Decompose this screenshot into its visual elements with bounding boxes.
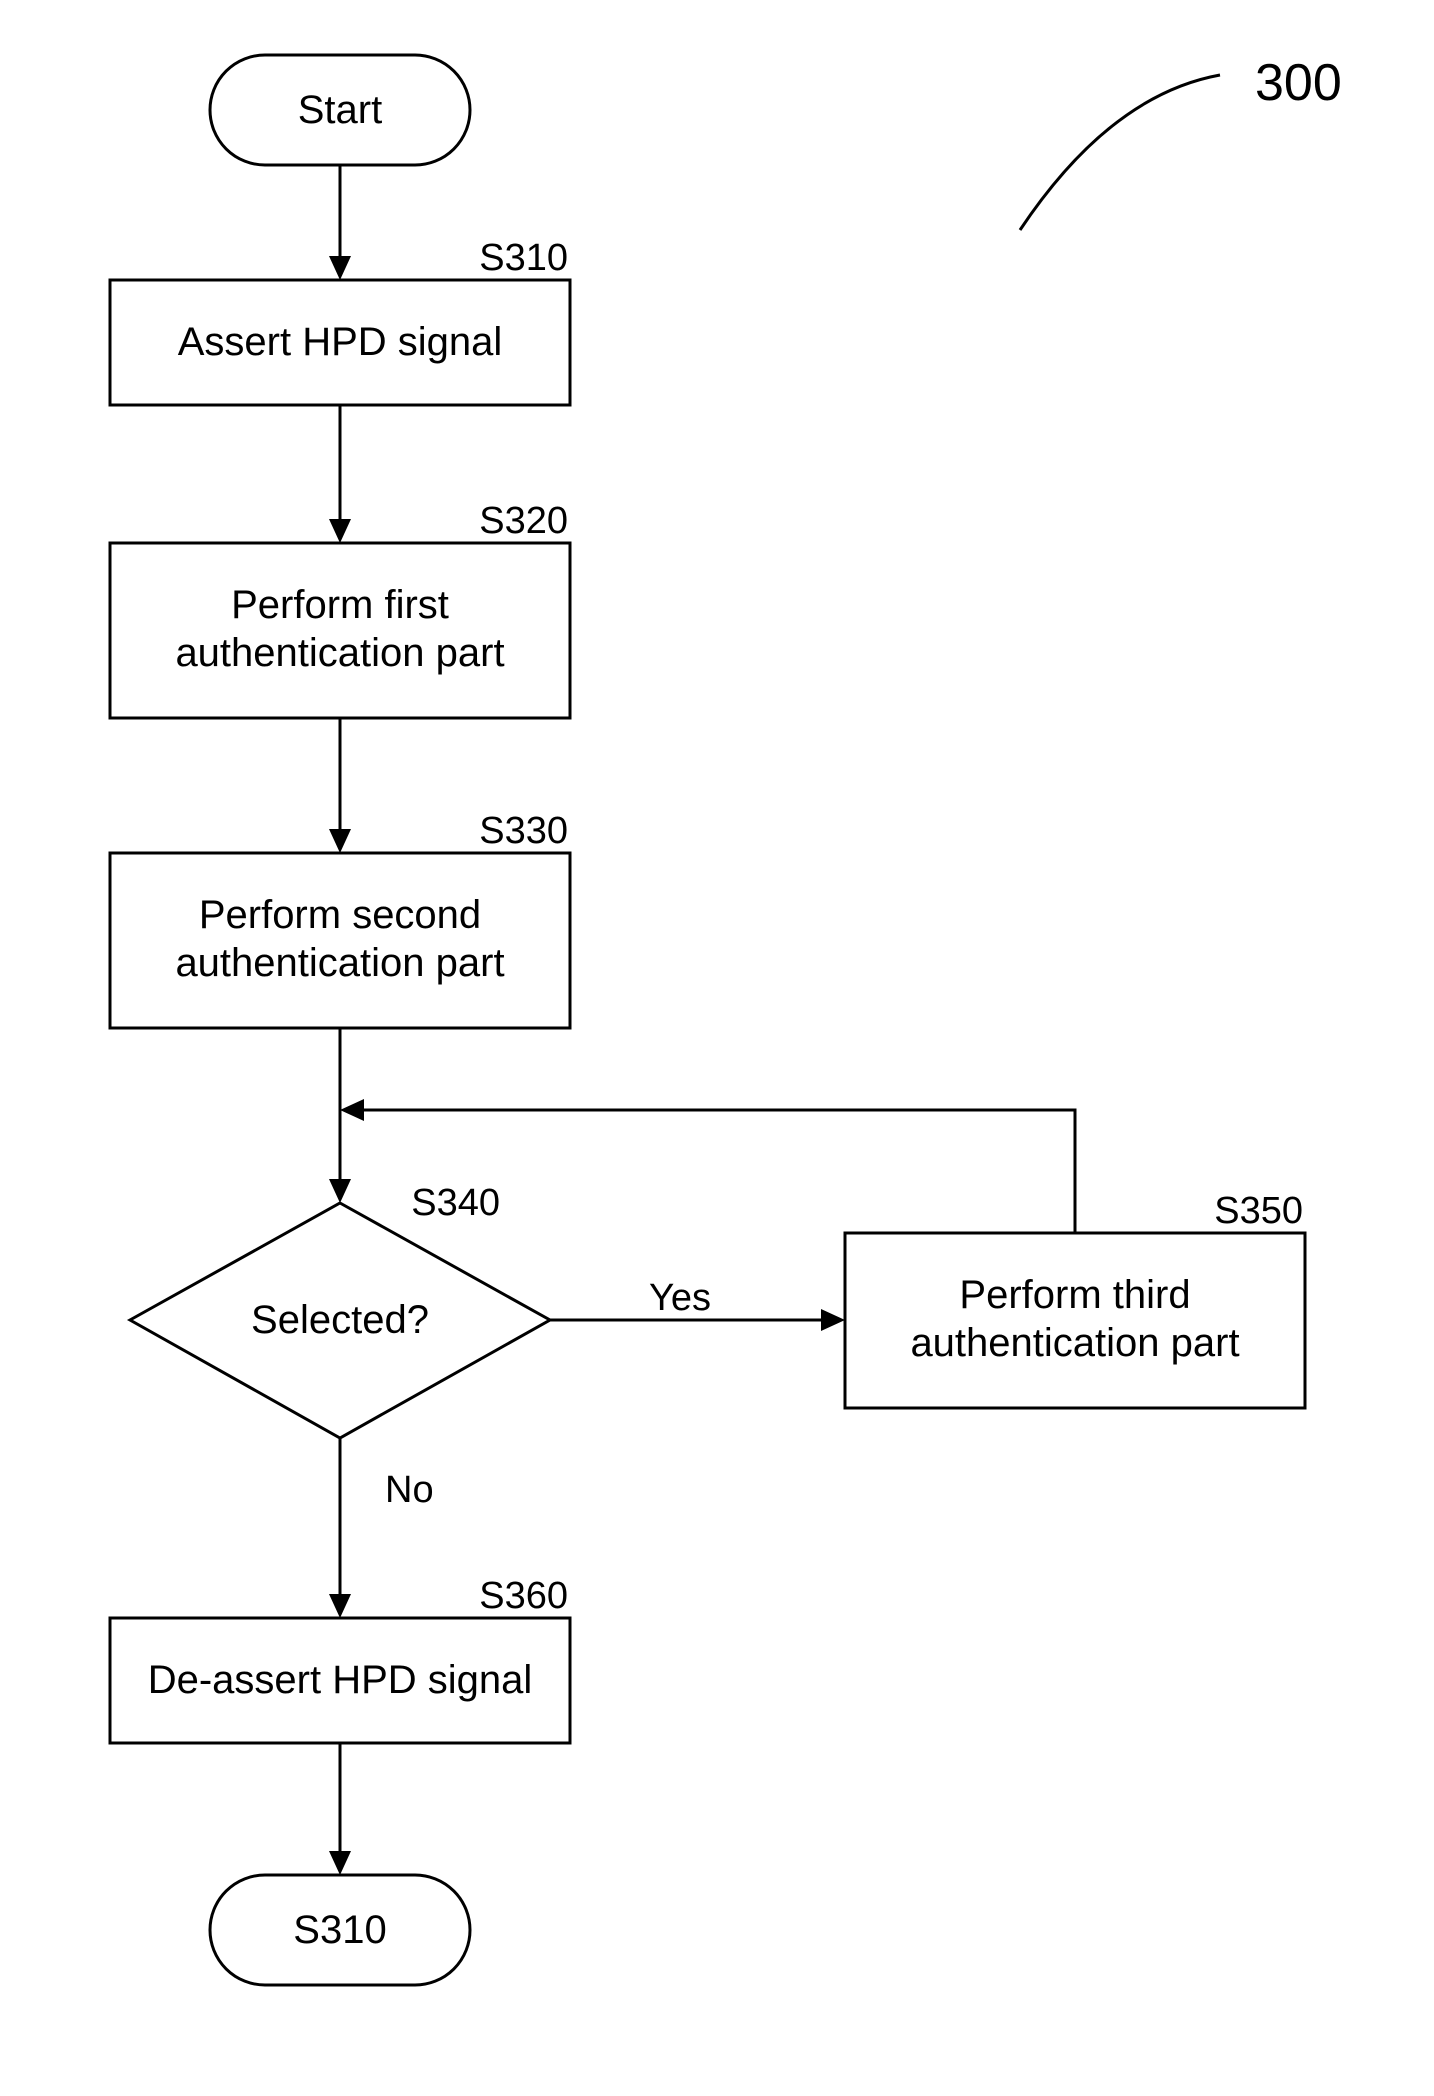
edge-no-label: No (385, 1469, 434, 1511)
arrowhead (329, 1851, 351, 1875)
s310-step: S310 (479, 237, 568, 279)
s350-label-line2: authentication part (910, 1321, 1239, 1365)
s340-label: Selected? (251, 1298, 429, 1342)
arrowhead (340, 1099, 364, 1121)
s360-label: De-assert HPD signal (148, 1658, 533, 1702)
end-label: S310 (293, 1908, 386, 1952)
flowchart-canvas: 300 Start S310 Assert HPD signal S320 Pe… (0, 0, 1434, 2096)
start-label: Start (298, 88, 382, 132)
arrowhead (329, 1179, 351, 1203)
s320-label-line2: authentication part (175, 631, 504, 675)
s310-label: Assert HPD signal (178, 320, 503, 364)
arrowhead (329, 256, 351, 280)
figure-label-arc (1020, 75, 1220, 230)
edge-yes-label: Yes (649, 1277, 711, 1319)
arrowhead (821, 1309, 845, 1331)
arrowhead (329, 519, 351, 543)
arrowhead (329, 829, 351, 853)
s340-step: S340 (411, 1182, 500, 1224)
s360-step: S360 (479, 1575, 568, 1617)
s330-label-line2: authentication part (175, 941, 504, 985)
s350-step: S350 (1214, 1190, 1303, 1232)
s330-label-line1: Perform second (199, 893, 481, 937)
arrowhead (329, 1594, 351, 1618)
figure-label: 300 (1255, 54, 1342, 112)
s330-step: S330 (479, 810, 568, 852)
s350-label-line1: Perform third (959, 1273, 1190, 1317)
s320-label-line1: Perform first (231, 583, 449, 627)
s320-step: S320 (479, 500, 568, 542)
